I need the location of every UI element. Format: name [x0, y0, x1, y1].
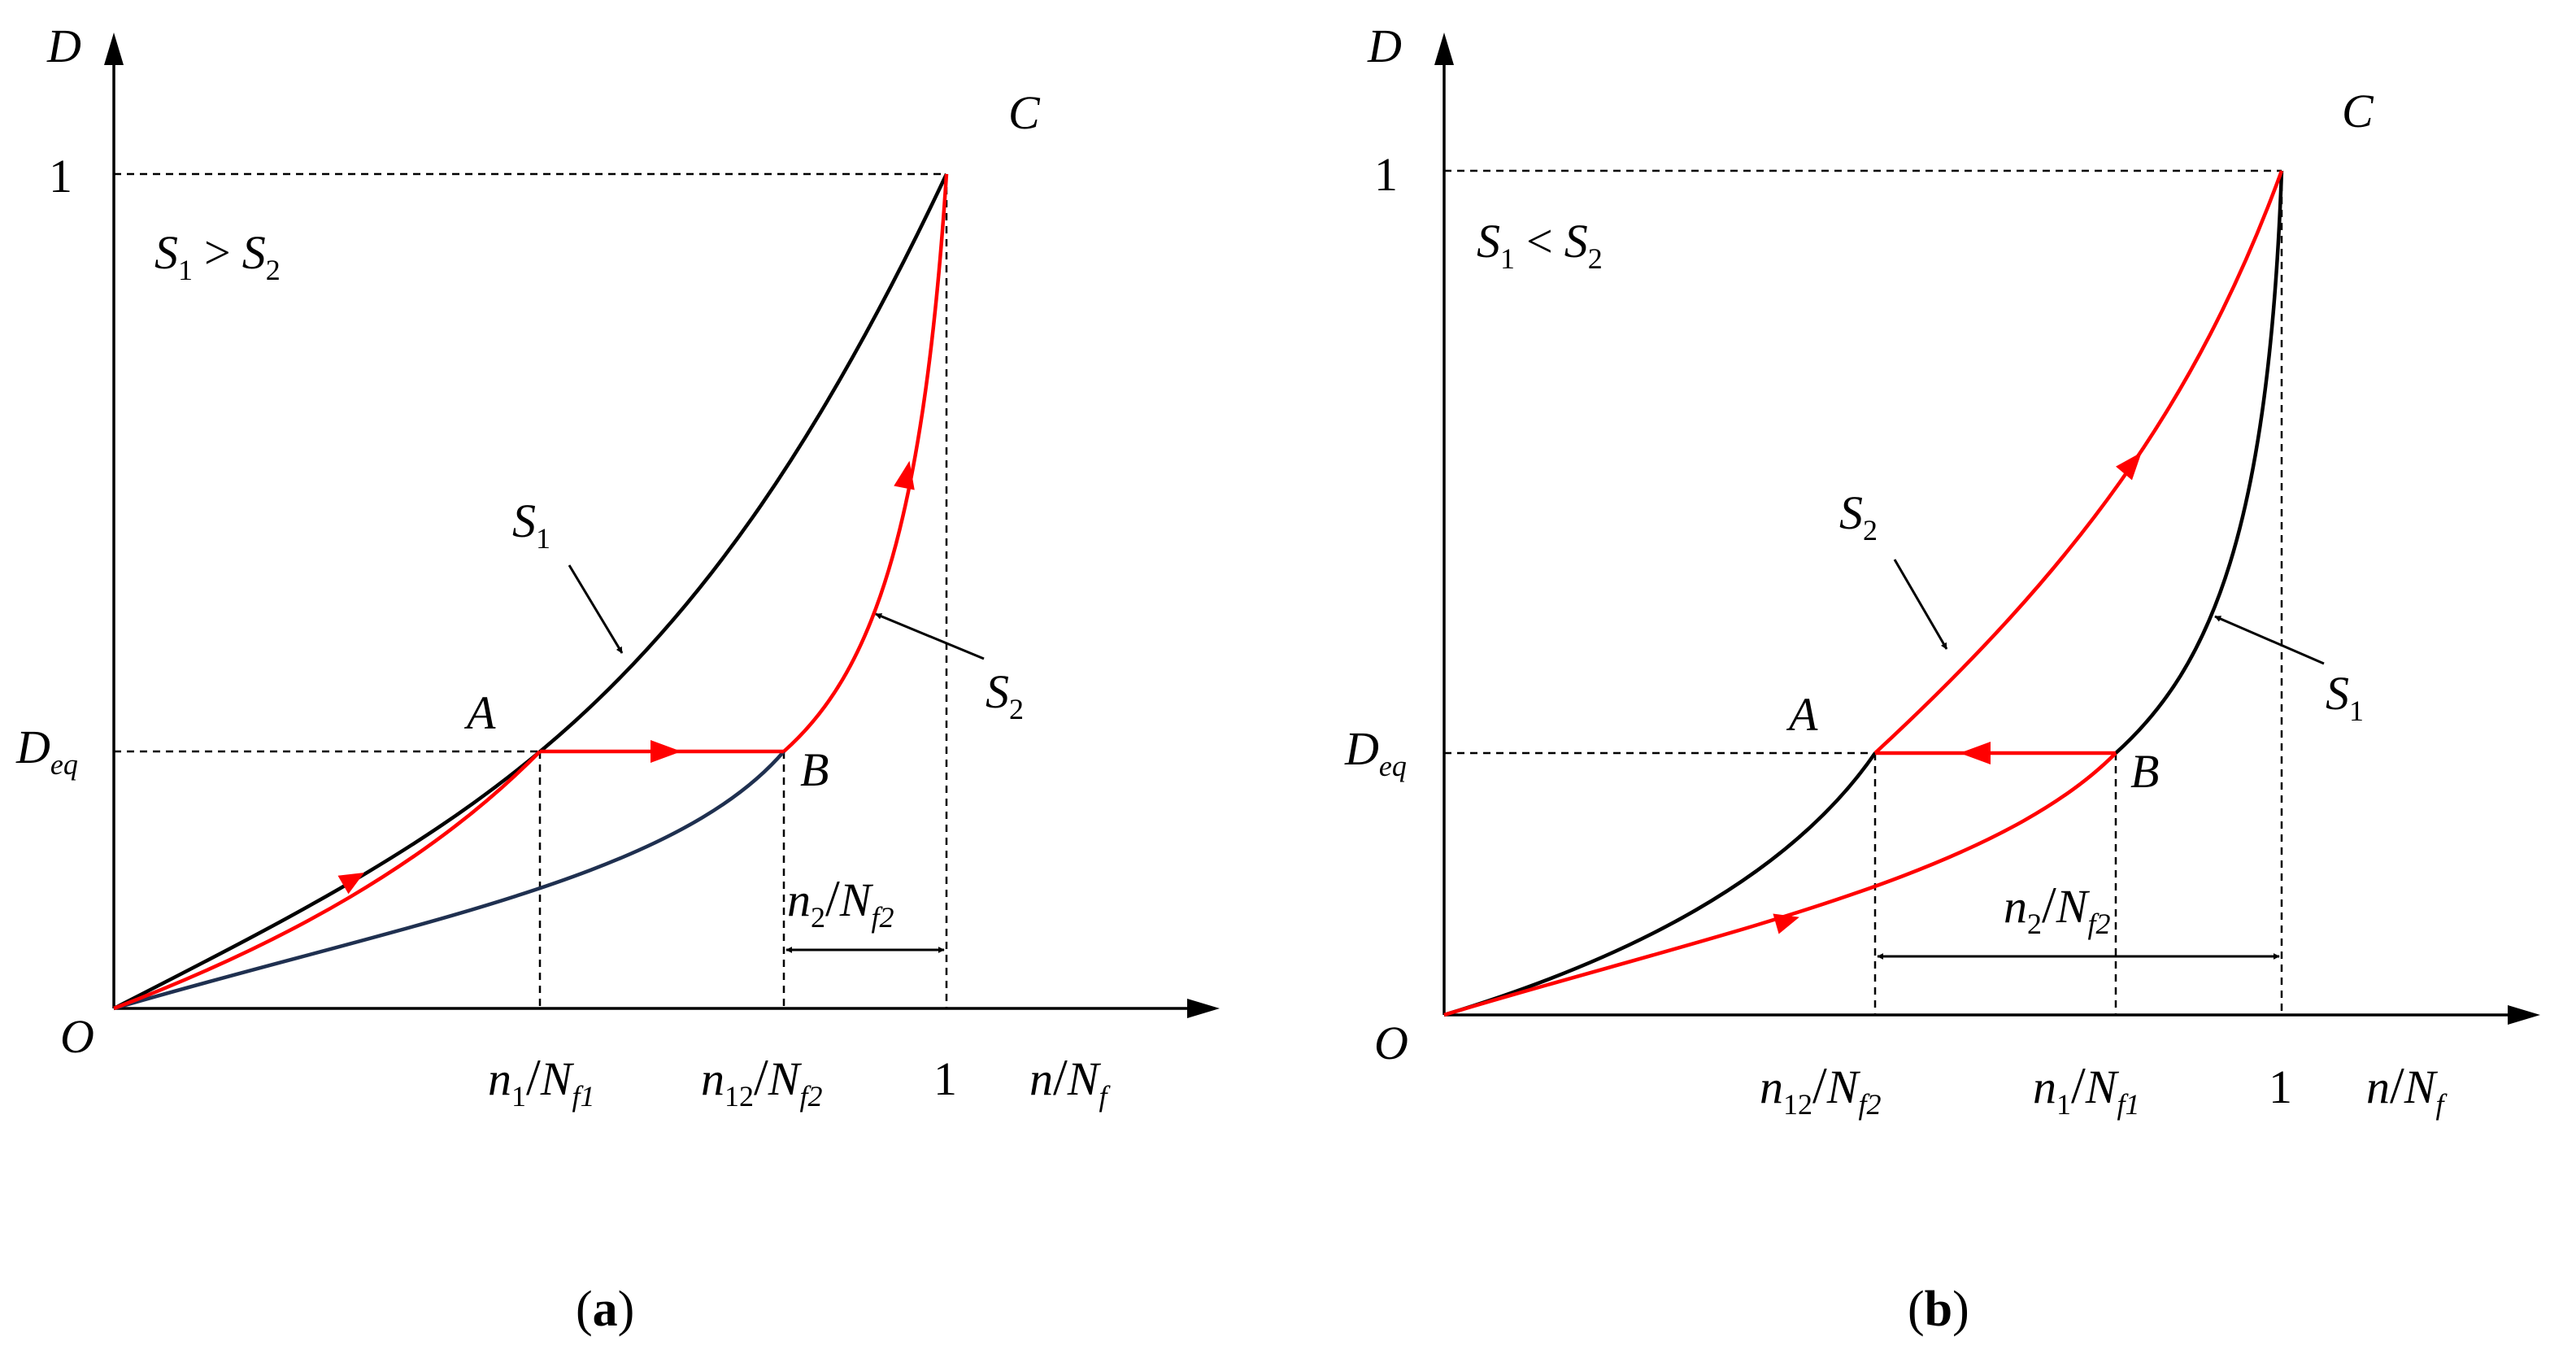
- panel-b-arrow-ac: [2116, 451, 2142, 481]
- panel-a-point-a: A: [463, 686, 496, 739]
- panel-a-pointer-s1: [568, 564, 624, 654]
- panel-b-span-label: n2/Nf2: [2004, 876, 2110, 940]
- panel-b-curve-s1-upper: [2114, 170, 2284, 755]
- panel-b: D 1 O C A B Deq S1 < S2 S2 S1 n2/Nf2 n12/N…: [1344, 20, 2540, 1337]
- panel-a-span-label: n2/Nf2: [787, 869, 894, 934]
- panel-a-arrow-oa: [337, 873, 364, 895]
- panel-b-relation: S1 < S2: [1477, 215, 1603, 275]
- panel-a-label-s1: S1: [512, 494, 550, 555]
- panel-b-tick-n12: n12/Nf2: [1760, 1056, 1881, 1121]
- panel-b-label-s2: S2: [1839, 486, 1878, 547]
- panel-a-point-b: B: [800, 743, 829, 796]
- panel-b-arrow-ba: [1960, 742, 1991, 764]
- panel-a-curve-lower: [113, 750, 785, 1011]
- panel-a-tick-n1: n1/Nf1: [488, 1048, 594, 1113]
- panel-a-y-arrowhead: [104, 33, 124, 65]
- panel-b-y-arrowhead: [1434, 33, 1454, 65]
- panel-b-arrow-ob: [1773, 913, 1799, 934]
- panel-b-y-axis-label: D: [1367, 20, 1402, 72]
- panel-b-tick-n1: n1/Nf1: [2033, 1056, 2139, 1121]
- panel-a-relation: S1 > S2: [154, 226, 281, 286]
- panel-a-x-axis-label: n/Nf: [1029, 1048, 1111, 1113]
- panel-a-caption: (a): [576, 1282, 634, 1337]
- panel-b-curve-s1: [1443, 751, 1877, 1017]
- panel-b-point-b: B: [2130, 745, 2159, 798]
- panel-a-tick-n12: n12/Nf2: [701, 1048, 822, 1113]
- panel-b-deq-label: Deq: [1344, 722, 1407, 782]
- panel-b-x-axis-label: n/Nf: [2366, 1056, 2448, 1121]
- panel-b-pointer-s2: [1893, 559, 1948, 650]
- panel-a-pointer-s2: [875, 612, 985, 660]
- panel-a-arrow-ab: [651, 740, 681, 763]
- panel-a-y-axis-label: D: [46, 20, 81, 72]
- panel-b-pointer-s1: [2214, 615, 2325, 665]
- panel-b-label-s1: S1: [2326, 667, 2364, 727]
- panel-a-curve-s2-red: [782, 173, 949, 753]
- panel-a-path-oa-red: [113, 750, 542, 1011]
- panel-a: D 1 O C A B Deq S1 > S2 S1 S2 n2/Nf2 n1/Nf…: [15, 20, 1220, 1337]
- panel-b-curve-s2-red: [1873, 170, 2284, 755]
- panel-a-label-s2: S2: [986, 665, 1024, 725]
- panel-a-one-y: 1: [49, 150, 72, 202]
- panel-b-origin: O: [1374, 1017, 1408, 1069]
- panel-a-arrow-bc: [894, 460, 915, 490]
- panel-b-point-c: C: [2342, 85, 2374, 137]
- panel-b-dashed-guides: [1444, 169, 2283, 1015]
- panel-b-one-x: 1: [2269, 1060, 2292, 1113]
- panel-a-origin: O: [60, 1010, 94, 1063]
- panel-a-dashed-guides: [114, 172, 948, 1008]
- panel-b-caption: (b): [1908, 1282, 1969, 1337]
- panel-a-x-arrowhead: [1187, 999, 1220, 1018]
- panel-b-one-y: 1: [1374, 148, 1398, 201]
- panel-b-point-a: A: [1786, 688, 1818, 741]
- panel-a-curve-s1: [112, 173, 949, 1011]
- panel-b-x-arrowhead: [2508, 1005, 2540, 1025]
- panel-a-deq-label: Deq: [15, 721, 78, 781]
- panel-b-path-ob-red: [1443, 751, 2117, 1017]
- panel-a-point-c: C: [1008, 86, 1041, 139]
- panel-a-one-x: 1: [933, 1052, 957, 1105]
